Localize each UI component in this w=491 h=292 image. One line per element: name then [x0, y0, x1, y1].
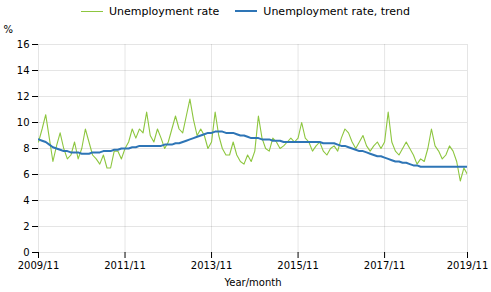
svg-text:2017/11: 2017/11 — [364, 260, 406, 271]
svg-text:Year/month: Year/month — [224, 277, 282, 288]
svg-text:16: 16 — [17, 39, 30, 50]
svg-text:2015/11: 2015/11 — [277, 260, 319, 271]
svg-text:2: 2 — [23, 221, 29, 232]
svg-text:6: 6 — [23, 169, 29, 180]
svg-text:8: 8 — [23, 143, 29, 154]
svg-text:2019/11: 2019/11 — [447, 260, 489, 271]
svg-text:4: 4 — [23, 195, 29, 206]
html-text:Unemployment rate, trend: Unemployment rate, trend — [263, 4, 410, 18]
svg-text:0: 0 — [23, 247, 29, 258]
svg-text:10: 10 — [17, 117, 30, 128]
svg-text:%: % — [4, 24, 14, 35]
svg-text:2013/11: 2013/11 — [191, 260, 233, 271]
html-text:Unemployment rate: Unemployment rate — [108, 4, 220, 18]
svg-text:2011/11: 2011/11 — [104, 260, 146, 271]
svg-text:14: 14 — [17, 65, 30, 76]
svg-text:2009/11: 2009/11 — [18, 260, 60, 271]
svg-text:12: 12 — [17, 91, 30, 102]
